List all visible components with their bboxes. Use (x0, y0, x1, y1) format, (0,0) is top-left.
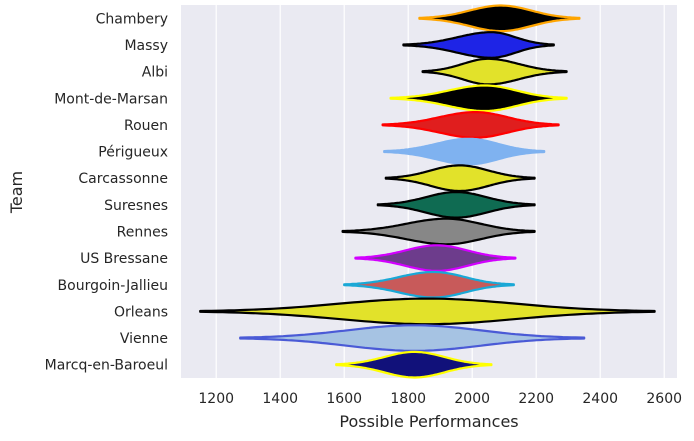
y-tick-label: Vienne (120, 331, 168, 347)
violin-p-rigueux (383, 137, 546, 166)
violin-orleans (199, 297, 656, 326)
violin-carcassonne (384, 164, 536, 193)
violin-us-bressane (354, 244, 517, 272)
violin-vienne (239, 324, 586, 352)
violin-rouen (381, 111, 560, 139)
y-tick-label: Carcassonne (78, 171, 168, 187)
y-tick-label: Périgueux (98, 145, 168, 161)
x-tick-label: 2600 (646, 391, 682, 407)
violin-suresnes (376, 190, 536, 219)
grid (215, 5, 665, 378)
x-tick-label: 1600 (326, 391, 362, 407)
y-tick-label: Marcq-en-Baroeul (45, 358, 168, 374)
x-tick-label: 2000 (454, 391, 490, 407)
y-tick-label: Mont-de-Marsan (54, 91, 168, 107)
x-tick-label: 2200 (518, 391, 554, 407)
x-tick-label: 1800 (390, 391, 426, 407)
violin-rennes (341, 217, 536, 246)
violin-albi (421, 57, 568, 86)
violin-massy (402, 31, 555, 59)
x-tick-label: 1200 (198, 391, 234, 407)
x-tick-labels: 1200 1400 1600 1800 2000 2200 2400 2600 (198, 391, 682, 407)
x-tick-label: 1400 (262, 391, 298, 407)
y-tick-label: Massy (124, 38, 168, 54)
y-tick-labels: Chambery Massy Albi Mont-de-Marsan Rouen Péri… (45, 11, 168, 373)
violin-mont-de-marsan (389, 84, 568, 113)
y-tick-label: Chambery (96, 11, 168, 27)
violins (199, 4, 656, 379)
violin-chambery (418, 4, 581, 33)
y-tick-label: Bourgoin-Jallieu (58, 278, 168, 294)
x-tick-label: 2400 (582, 391, 618, 407)
violin-marcq-en-baroeul (335, 350, 493, 379)
y-tick-label: Orleans (114, 304, 168, 320)
y-tick-label: Rennes (117, 224, 168, 240)
x-axis-label: Possible Performances (339, 412, 518, 431)
y-tick-label: Suresnes (104, 198, 168, 214)
y-tick-label: Rouen (124, 118, 168, 134)
violin-bourgoin-jallieu (343, 270, 515, 299)
y-tick-label: Albi (142, 65, 168, 81)
y-tick-label: US Bressane (80, 251, 168, 267)
y-axis-label: Team (7, 171, 26, 214)
